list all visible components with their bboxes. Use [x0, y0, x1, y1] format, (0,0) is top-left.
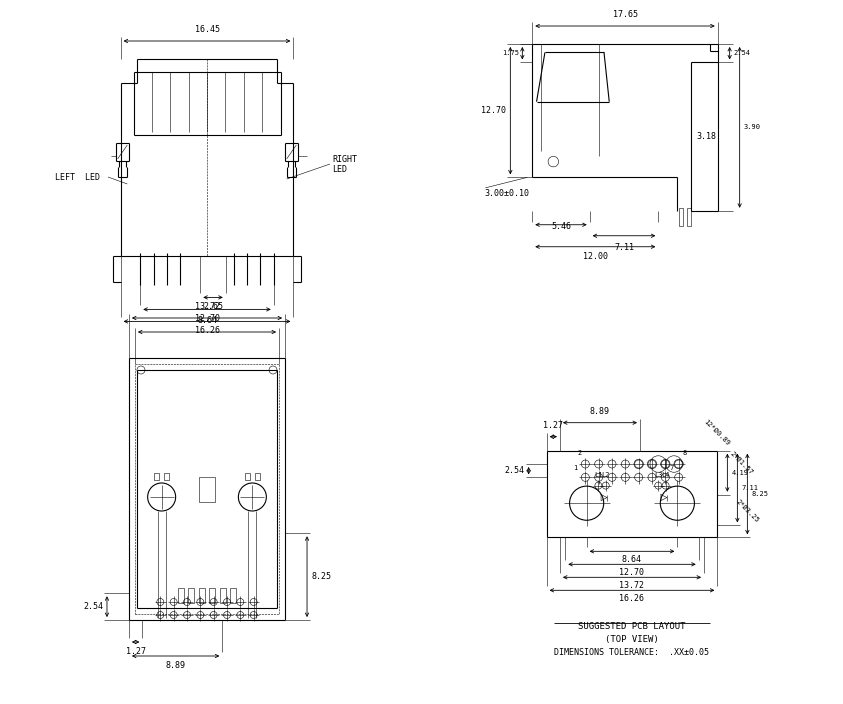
Bar: [164, 473, 169, 480]
Text: L4: L4: [662, 472, 670, 477]
Text: 7: 7: [669, 465, 674, 472]
Text: L2: L2: [602, 472, 610, 477]
Text: 1.75: 1.75: [502, 50, 519, 56]
Bar: [220, 588, 226, 603]
Bar: [178, 588, 184, 603]
Text: LEFT  LED: LEFT LED: [55, 172, 100, 182]
Text: DIMENSIONS TOLERANCE:  .XX±0.05: DIMENSIONS TOLERANCE: .XX±0.05: [555, 648, 710, 658]
Text: 8: 8: [683, 450, 687, 456]
Text: 2: 2: [577, 450, 582, 456]
Bar: [154, 473, 159, 480]
Text: L1: L1: [594, 472, 603, 477]
Text: 1.27: 1.27: [543, 421, 563, 429]
Text: 3.90: 3.90: [744, 125, 760, 130]
Text: 12.70: 12.70: [620, 568, 645, 577]
Bar: [244, 473, 250, 480]
Text: LED: LED: [332, 165, 347, 175]
Text: 8.89: 8.89: [590, 407, 610, 415]
Text: 1.27: 1.27: [126, 647, 146, 656]
Text: RIGHT: RIGHT: [332, 156, 357, 165]
Bar: [209, 588, 215, 603]
Text: 8.89: 8.89: [165, 661, 185, 670]
Bar: [199, 477, 215, 502]
Text: 8.64: 8.64: [622, 555, 642, 565]
Text: 2*Ø3.25: 2*Ø3.25: [735, 498, 760, 524]
Text: 13.72: 13.72: [195, 302, 219, 311]
Text: 8.64: 8.64: [197, 316, 217, 325]
Text: 17.65: 17.65: [613, 10, 637, 19]
Text: 7.11: 7.11: [614, 243, 634, 252]
Bar: [135, 364, 279, 614]
Text: 16.26: 16.26: [195, 327, 219, 335]
Text: 16.26: 16.26: [620, 594, 645, 603]
Text: SUGGESTED PCB LAYOUT: SUGGESTED PCB LAYOUT: [578, 622, 685, 631]
Text: 13.72: 13.72: [620, 582, 645, 591]
Text: 3.18: 3.18: [696, 132, 716, 141]
Bar: [230, 588, 236, 603]
Text: 3.00±0.10: 3.00±0.10: [485, 189, 529, 198]
Text: 2.54: 2.54: [505, 466, 524, 475]
Text: (TOP VIEW): (TOP VIEW): [605, 635, 659, 644]
Bar: [679, 208, 683, 227]
Text: 7.11: 7.11: [741, 485, 759, 491]
Text: 8.25: 8.25: [311, 572, 331, 582]
Text: 1: 1: [573, 465, 577, 472]
Bar: [255, 473, 260, 480]
Bar: [199, 588, 205, 603]
Text: 2.54: 2.54: [733, 50, 750, 56]
Bar: [188, 588, 194, 603]
Text: 12.70: 12.70: [195, 315, 219, 323]
Text: 12.70: 12.70: [481, 106, 507, 115]
Text: 12*Ø0.89: 12*Ø0.89: [702, 419, 731, 447]
Text: 2.54: 2.54: [83, 602, 103, 611]
Text: 4.19: 4.19: [732, 470, 749, 476]
Text: 2*Ø1.57: 2*Ø1.57: [729, 451, 754, 476]
Text: 8.25: 8.25: [751, 491, 768, 497]
Bar: [687, 208, 691, 227]
Text: 12.00: 12.00: [583, 252, 608, 260]
Text: 5.46: 5.46: [551, 222, 571, 231]
Text: L3: L3: [654, 472, 663, 477]
Text: 2.65: 2.65: [203, 303, 223, 311]
Text: 16.45: 16.45: [195, 25, 219, 34]
